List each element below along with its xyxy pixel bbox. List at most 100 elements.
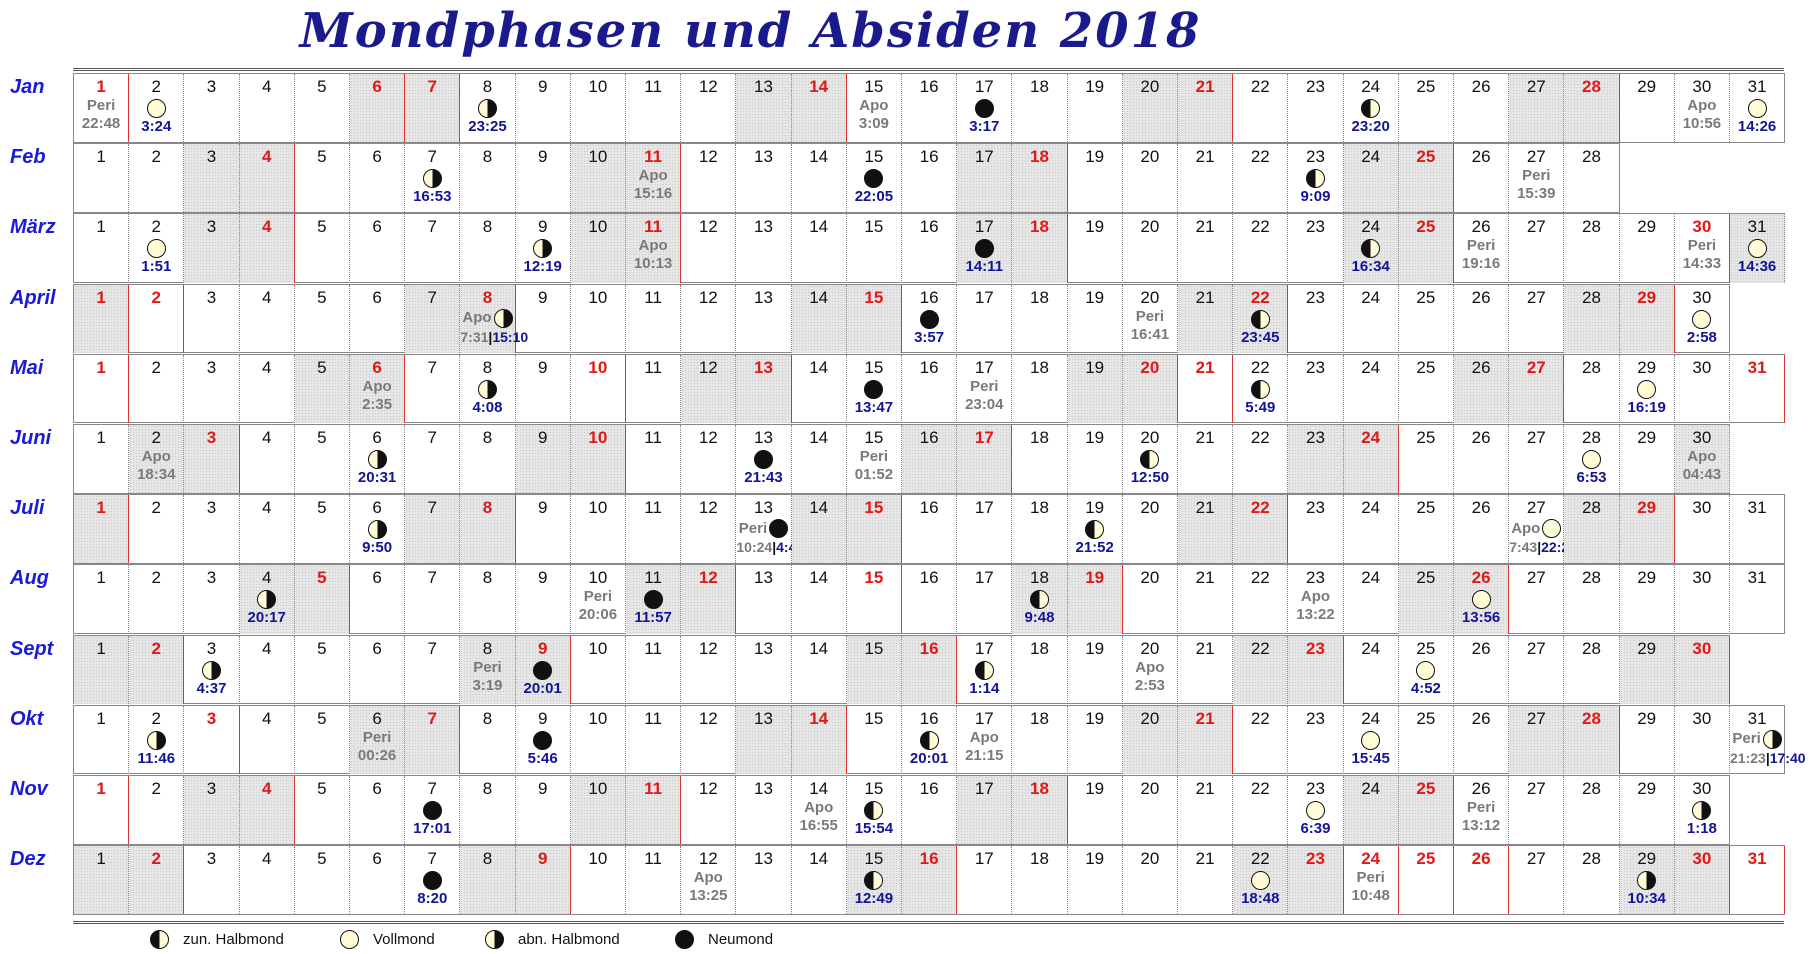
day-cell: 21 <box>1178 354 1234 423</box>
moon-time: 9:48 <box>1024 609 1055 627</box>
day-number: 3 <box>206 849 217 869</box>
day-cell: 13 <box>736 144 792 213</box>
day-cell: 11 <box>626 635 682 704</box>
vm-moon-icon <box>146 99 166 118</box>
day-cell: 21 <box>1178 284 1234 353</box>
month-label: Sept <box>10 637 54 660</box>
apsis-time: 19:16 <box>1461 255 1501 273</box>
day-number: 19 <box>1085 779 1105 798</box>
day-cell: 22 <box>1233 705 1289 774</box>
day-cell: 9 12:19 <box>516 214 571 283</box>
day-number: 6 <box>372 357 382 377</box>
day-cell: 5 <box>294 565 350 634</box>
day-number: 12 <box>698 849 718 869</box>
apsis-label: Apo <box>1300 588 1331 606</box>
day-number: 27 <box>1526 287 1546 307</box>
apsis-label: Peri <box>1356 869 1385 887</box>
day-cell: 4 <box>240 495 295 564</box>
day-cell: 26 Peri 13:12 <box>1454 776 1510 845</box>
day-number: 17 <box>974 498 994 518</box>
day-number: 21 <box>1195 498 1215 518</box>
day-cell: 15 15:54 <box>847 776 902 845</box>
day-cell: 5 <box>295 284 350 353</box>
ah-moon-icon <box>493 308 513 328</box>
day-cell: 16 3:57 <box>902 284 958 353</box>
day-cell: 30 <box>1675 705 1730 774</box>
day-cell: 8 Apo 7:31|15:10 <box>460 284 528 353</box>
day-cell: 23 <box>1288 495 1344 564</box>
day-number: 16 <box>919 77 939 96</box>
apsis-time: 14:33 <box>1682 255 1722 273</box>
day-number: 19 <box>1085 568 1105 588</box>
ah-legend-icon <box>485 930 504 949</box>
day-number: 12 <box>698 498 718 518</box>
day-cell: 7 <box>405 214 461 283</box>
day-number: 7 <box>427 147 438 167</box>
day-cell: 1 <box>74 846 130 915</box>
day-cell: 11 <box>626 354 682 423</box>
zh-moon-icon <box>1250 309 1270 329</box>
day-number: 25 <box>1416 638 1436 658</box>
day-cell: 28 <box>1564 776 1620 845</box>
day-cell: 28 <box>1564 565 1620 634</box>
moon-time: 3:24 <box>141 118 172 135</box>
apsis-time: 7:43 <box>1509 539 1538 556</box>
day-cell: 9 <box>516 354 571 423</box>
day-number: 17 <box>974 147 994 167</box>
day-number: 1 <box>96 217 106 237</box>
day-cell: 1 <box>74 635 130 704</box>
day-number: 27 <box>1526 357 1546 377</box>
day-cell: 5 <box>295 495 350 564</box>
day-cell: 30 2:58 <box>1675 284 1730 353</box>
day-number: 8 <box>482 498 493 518</box>
day-number: 1 <box>96 708 106 728</box>
day-cell: 31 14:26 <box>1730 74 1786 143</box>
day-number: 29 <box>1637 428 1657 447</box>
apsis-label: Peri <box>1732 730 1761 748</box>
day-number: 12 <box>698 428 718 447</box>
day-number: 6 <box>372 428 382 447</box>
day-number: 21 <box>1195 217 1215 237</box>
day-cell: 15 Apo 3:09 <box>847 74 902 143</box>
vm-moon-icon <box>1361 730 1381 750</box>
day-number: 5 <box>317 498 327 518</box>
day-cell: 24 <box>1344 284 1399 353</box>
day-number: 3 <box>206 217 217 237</box>
day-number: 24 <box>1361 217 1381 237</box>
day-number: 11 <box>644 568 662 588</box>
day-number: 25 <box>1416 568 1436 588</box>
day-number: 26 <box>1471 428 1491 447</box>
day-cell: 23 Apo 13:22 <box>1288 565 1344 634</box>
day-cell: 22 <box>1233 425 1289 494</box>
day-cell: 6 20:31 <box>350 425 406 494</box>
nm-moon-icon <box>643 590 663 610</box>
moon-time: 13:47 <box>854 398 894 416</box>
day-cell: 26 <box>1454 144 1510 213</box>
apsis-time: 21:15 <box>965 746 1004 764</box>
moon-time: 5:49 <box>1245 398 1276 416</box>
day-number: 29 <box>1637 849 1657 869</box>
apsis-time: 23:04 <box>965 395 1004 413</box>
month-label: Dez <box>10 848 46 871</box>
day-cell: 26 <box>1454 354 1510 423</box>
day-cell: 20 12:50 <box>1123 425 1178 494</box>
day-cell: 17 <box>957 846 1013 915</box>
day-cell: 16 <box>902 74 958 143</box>
day-number: 21 <box>1195 287 1215 307</box>
day-number: 19 <box>1085 147 1105 167</box>
day-cell: 10 <box>571 705 626 774</box>
day-number: 24 <box>1361 708 1381 728</box>
apsis-label: Apo <box>462 309 492 327</box>
day-cell: 2 <box>129 776 185 845</box>
day-cell: 16 <box>902 214 958 283</box>
day-cell: 25 <box>1399 74 1454 143</box>
apsis-time: 16:41 <box>1130 325 1170 343</box>
day-number: 12 <box>698 77 718 96</box>
apsis-label: Apo <box>693 869 723 887</box>
day-number: 15 <box>864 428 884 447</box>
day-cell: 28 <box>1564 144 1620 213</box>
apsis-label: Peri <box>1466 237 1496 255</box>
zh-moon-icon <box>1361 239 1381 259</box>
moon-time: 21:52 <box>1075 539 1114 557</box>
day-number: 30 <box>1692 77 1712 96</box>
